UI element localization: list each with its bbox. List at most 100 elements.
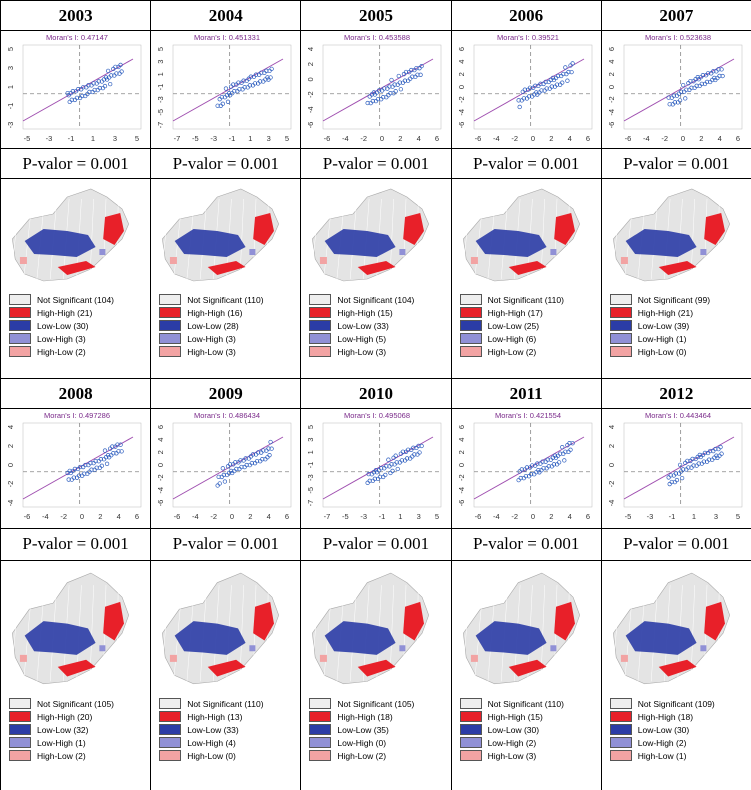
x-tick-label: 6 xyxy=(736,134,740,143)
high-low-cluster xyxy=(170,654,178,662)
scatter-dot xyxy=(680,82,686,88)
y-tick-label: 4 xyxy=(6,425,15,429)
scatter-dot xyxy=(683,467,689,472)
legend-label: Low-Low (39) xyxy=(637,320,690,331)
scatter-dot xyxy=(113,444,118,449)
x-tick-label: 5 xyxy=(135,134,139,143)
moran-plot-cell: Moran's I: 0.451331 5 3 1 -1 -3 -5 -7 -7 -5 -3 -1 1 3… xyxy=(151,31,302,149)
border xyxy=(10,585,21,682)
legend-item: High-High (18) xyxy=(609,710,715,723)
moran-label: Moran's I: 0.443464 xyxy=(645,411,711,420)
scatter-dot xyxy=(541,88,547,93)
scatter-dot xyxy=(693,456,698,462)
year-header: 2004 xyxy=(151,1,302,31)
x-tick-label: -3 xyxy=(646,512,653,521)
legend-label: High-High (18) xyxy=(637,711,694,722)
x-tick-label: -3 xyxy=(211,134,218,143)
border xyxy=(160,198,171,280)
y-tick-label: -4 xyxy=(156,487,165,494)
scatter-dot xyxy=(531,472,536,477)
scatter-dot xyxy=(570,61,575,66)
x-tick-label: 5 xyxy=(285,134,289,143)
legend-item: High-High (18) xyxy=(309,710,414,723)
plot-frame xyxy=(323,422,442,508)
high-high-south xyxy=(207,261,246,275)
scatter-dot xyxy=(78,87,84,92)
y-tick-label: -4 xyxy=(306,106,315,113)
legend-item: Low-High (3) xyxy=(9,332,114,345)
p-value: P-valor = 0.001 xyxy=(601,149,751,179)
legend: Not Significant (110) High-High (13) Low-L… xyxy=(159,697,264,762)
scatter-dot xyxy=(718,444,723,450)
scatter-dot xyxy=(225,472,230,478)
regression-line xyxy=(22,58,134,122)
scatter-dot xyxy=(381,474,386,480)
moran-plot: Moran's I: 0.495068 5 3 1 -1 -3 -5 -7 -7 -5 -3 -1 1 3… xyxy=(306,411,442,521)
scatter-dot xyxy=(559,444,564,450)
scatter-dot xyxy=(106,455,112,460)
scatter-dot xyxy=(80,473,85,478)
x-tick-label: 6 xyxy=(435,134,439,143)
high-high-south xyxy=(57,261,96,275)
y-tick-label: 6 xyxy=(156,425,165,429)
scatter-dot xyxy=(245,85,251,90)
scatter-dot xyxy=(677,98,682,103)
x-tick-label: -1 xyxy=(229,134,236,143)
legend-swatch xyxy=(159,737,182,748)
p-value: P-valor = 0.001 xyxy=(301,149,452,179)
scatter-dot xyxy=(239,80,244,85)
legend-item: High-Low (2) xyxy=(309,749,414,762)
legend-item: Low-High (5) xyxy=(309,332,414,345)
x-tick-label: -5 xyxy=(624,512,631,521)
legend-swatch xyxy=(159,724,182,735)
high-high-south xyxy=(358,261,396,275)
x-tick-label: -2 xyxy=(361,134,368,143)
scatter-dot xyxy=(265,455,270,460)
moran-plot-cell: Moran's I: 0.421554 6 4 2 0 -2 -4 -6 -6 -4 -2 0 2 4 6 xyxy=(451,409,602,529)
scatter-dot xyxy=(516,98,521,103)
moran-label: Moran's I: 0.451331 xyxy=(194,33,260,42)
scatter-dot xyxy=(408,456,413,461)
moran-label: Moran's I: 0.523638 xyxy=(645,33,711,42)
scatter-dot xyxy=(525,87,530,92)
high-high-cluster xyxy=(553,601,575,641)
legend-item: Low-Low (35) xyxy=(309,723,414,736)
high-high-cluster xyxy=(703,213,725,245)
legend-label: Not Significant (110) xyxy=(187,698,264,709)
legend: Not Significant (109) High-High (18) Low-L… xyxy=(609,697,715,762)
legend-label: Low-Low (33) xyxy=(187,724,239,735)
plot-frame xyxy=(473,44,592,130)
legend-item: High-Low (3) xyxy=(159,345,263,358)
scatter-dot xyxy=(96,459,101,464)
scatter-dot xyxy=(712,77,718,83)
low-high-cluster xyxy=(249,249,256,255)
x-tick-label: 0 xyxy=(530,512,534,521)
scatter-dot xyxy=(219,474,225,480)
legend-item: Low-High (6) xyxy=(459,332,564,345)
scatter-dot xyxy=(522,467,527,472)
scatter-dot xyxy=(119,449,124,454)
scatter-dot xyxy=(713,69,719,74)
moran-plot-cell: Moran's I: 0.453588 4 2 0 -2 -4 -6 -6 -4 -2 0 2 4 6 xyxy=(301,31,452,149)
scatter-dot xyxy=(67,99,72,105)
scatter-dot xyxy=(95,87,100,93)
scatter-dot xyxy=(699,461,704,466)
y-tick-label: -1 xyxy=(306,462,315,469)
p-value: P-valor = 0.001 xyxy=(151,149,302,179)
scatter-dot xyxy=(689,465,694,470)
scatter-dot xyxy=(703,73,708,78)
legend-item: Not Significant (110) xyxy=(159,697,264,710)
legend-swatch xyxy=(309,750,332,761)
scatter-dot xyxy=(517,104,522,110)
high-high-south xyxy=(358,659,396,677)
legend-item: High-Low (2) xyxy=(9,345,114,358)
scatter-dot xyxy=(101,457,107,462)
legend-item: Not Significant (110) xyxy=(159,293,264,306)
legend-label: Low-High (6) xyxy=(487,333,537,344)
lisa-map xyxy=(160,572,280,685)
legend-item: Low-High (1) xyxy=(9,736,114,749)
scatter-dot xyxy=(681,89,687,94)
scatter-dot xyxy=(534,92,540,97)
y-tick-label: -1 xyxy=(156,84,165,91)
scatter-dot xyxy=(685,81,691,86)
